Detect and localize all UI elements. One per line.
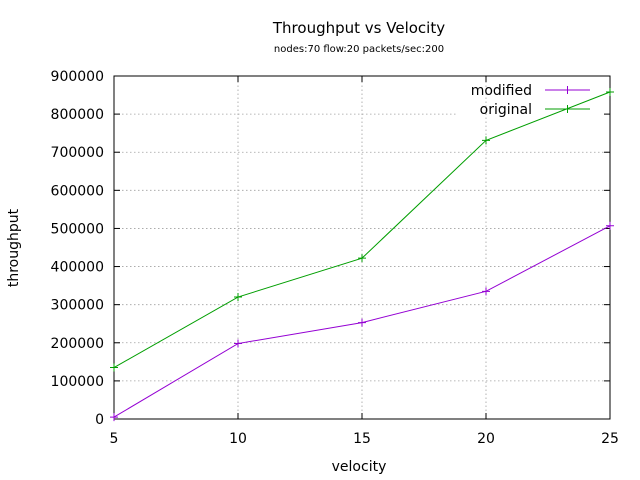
data-point-original	[234, 293, 242, 302]
data-point-modified	[234, 339, 242, 348]
legend: modified original	[471, 83, 590, 118]
y-tick-label: 600000	[51, 183, 104, 199]
data-point-original	[358, 254, 366, 263]
grid-lines	[114, 76, 610, 419]
x-tick-label: 5	[110, 431, 119, 447]
y-tick-label: 800000	[51, 107, 104, 123]
plot-frame	[113, 75, 611, 420]
legend-marker-original	[563, 105, 572, 113]
data-point-original	[110, 363, 118, 372]
data-point-modified	[606, 221, 614, 230]
y-tick-label: 300000	[51, 298, 104, 314]
data-point-modified	[358, 318, 366, 327]
x-tick-label: 15	[353, 431, 371, 447]
y-tick-label: 500000	[51, 221, 104, 237]
legend-label-original: original	[480, 102, 532, 118]
y-tick-label: 200000	[51, 336, 104, 352]
legend-marker-modified	[563, 86, 572, 94]
data-series	[110, 88, 614, 422]
legend-label-modified: modified	[471, 83, 532, 99]
data-point-modified	[110, 413, 118, 422]
chart-title: Throughput vs Velocity	[272, 19, 445, 37]
axis-ticks: 5 10 15 20 25 0 100000 200000 300000 400000 500000…	[51, 69, 619, 447]
y-tick-label: 0	[95, 412, 104, 428]
y-tick-label: 400000	[51, 260, 104, 276]
x-tick-label: 10	[229, 431, 247, 447]
x-axis-label: velocity	[332, 459, 387, 475]
x-tick-label: 25	[601, 431, 619, 447]
data-point-original	[482, 136, 490, 145]
chart-subtitle: nodes:70 flow:20 packets/sec:200	[274, 44, 444, 55]
y-tick-label: 700000	[51, 145, 104, 161]
y-tick-label: 100000	[51, 374, 104, 390]
x-tick-label: 20	[477, 431, 495, 447]
y-tick-label: 900000	[51, 69, 104, 85]
y-axis-label: throughput	[6, 208, 22, 287]
data-point-modified	[482, 287, 490, 296]
data-point-original	[606, 88, 614, 97]
